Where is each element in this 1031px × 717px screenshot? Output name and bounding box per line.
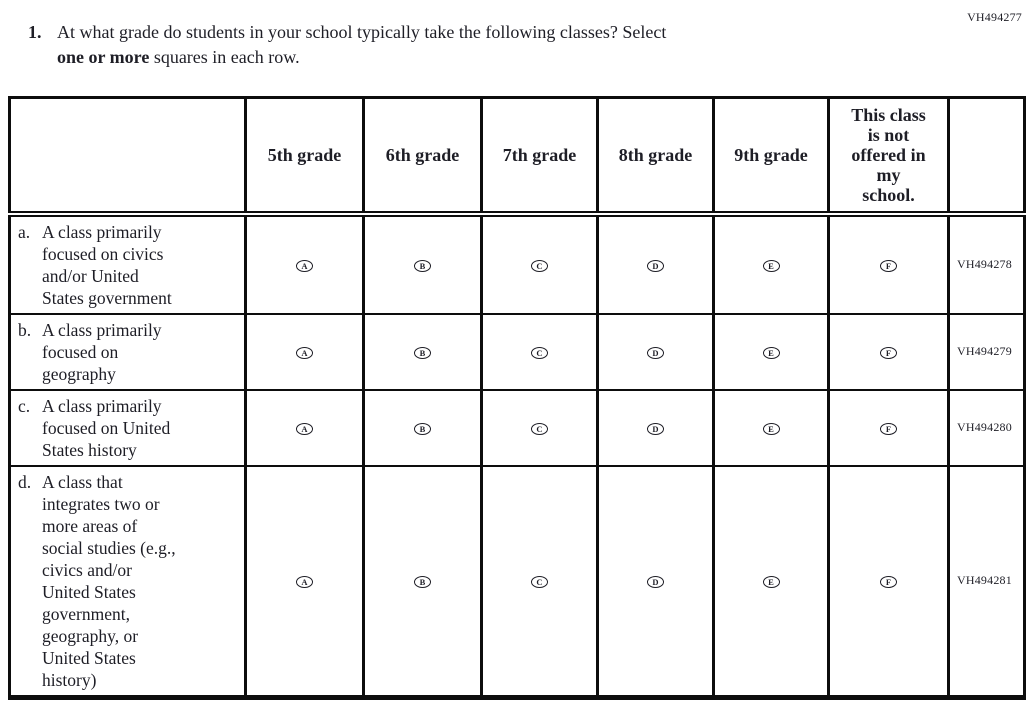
choice-cell: B: [362, 464, 483, 699]
row-label-text: A class that integrates two or more area…: [42, 471, 176, 690]
row-label: a. A class primarily focused on civics a…: [8, 212, 247, 315]
row-label: b. A class primarily focused on geograph…: [8, 312, 247, 391]
row-letter: a.: [18, 221, 31, 242]
choice-bubble-e[interactable]: E: [762, 422, 780, 435]
col-header-8th-grade: 8th grade: [596, 96, 715, 217]
choice-bubble-f[interactable]: F: [880, 346, 897, 359]
choice-cell: E: [712, 464, 830, 699]
row-code: VH494281: [947, 464, 1026, 699]
row-code: VH494280: [947, 388, 1026, 467]
choice-bubble-a[interactable]: A: [296, 422, 313, 435]
choice-cell: C: [480, 388, 599, 467]
row-letter: c.: [18, 395, 31, 416]
choice-cell: D: [596, 464, 715, 699]
choice-bubble-c[interactable]: C: [531, 259, 548, 272]
question-text-part2: squares in each row.: [149, 47, 300, 67]
choice-bubble-b[interactable]: B: [414, 576, 431, 588]
row-label-text: A class primarily focused on geography: [42, 319, 162, 384]
choice-cell: A: [244, 312, 365, 391]
choice-cell: D: [596, 212, 715, 315]
choice-bubble-f[interactable]: F: [880, 576, 897, 588]
question-block: 1. At what grade do students in your sch…: [28, 20, 908, 70]
choice-cell: E: [712, 212, 830, 315]
choice-bubble-d[interactable]: D: [647, 259, 664, 272]
choice-cell: F: [827, 388, 950, 467]
table-row-d: d. A class that integrates two or more a…: [8, 464, 1026, 699]
question-text-part1: At what grade do students in your school…: [57, 22, 667, 42]
choice-bubble-a[interactable]: A: [296, 346, 313, 359]
choice-cell: D: [596, 388, 715, 467]
row-label: d. A class that integrates two or more a…: [8, 464, 247, 699]
col-header-code-spacer: [947, 96, 1026, 217]
choice-bubble-c[interactable]: C: [531, 576, 548, 588]
question-number: 1.: [28, 22, 42, 42]
row-label-text: A class primarily focused on United Stat…: [42, 395, 171, 460]
choice-bubble-d[interactable]: D: [647, 346, 664, 359]
page-accession-code: VH494277: [967, 10, 1022, 24]
choice-cell: F: [827, 312, 950, 391]
question-text-bold: one or more: [57, 47, 150, 67]
row-code: VH494278: [947, 212, 1026, 315]
choice-bubble-e[interactable]: E: [762, 346, 780, 359]
choice-bubble-d[interactable]: D: [647, 576, 664, 588]
row-label-text: A class primarily focused on civics and/…: [42, 221, 172, 308]
choice-cell: E: [712, 388, 830, 467]
choice-bubble-a[interactable]: A: [296, 576, 313, 588]
col-header-7th-grade: 7th grade: [480, 96, 599, 217]
choice-cell: B: [362, 388, 483, 467]
header-row: 5th grade 6th grade 7th grade 8th grade …: [8, 96, 1026, 217]
choice-bubble-b[interactable]: B: [414, 259, 431, 272]
answer-grid-table: 5th grade 6th grade 7th grade 8th grade …: [8, 96, 1026, 700]
choice-bubble-b[interactable]: B: [414, 346, 431, 359]
table-row-a: a. A class primarily focused on civics a…: [8, 212, 1026, 315]
col-header-9th-grade: 9th grade: [712, 96, 830, 217]
row-letter: b.: [18, 319, 32, 340]
choice-cell: B: [362, 312, 483, 391]
col-header-5th-grade: 5th grade: [244, 96, 365, 217]
choice-cell: C: [480, 464, 599, 699]
choice-cell: B: [362, 212, 483, 315]
table-row-c: c. A class primarily focused on United S…: [8, 388, 1026, 467]
choice-cell: A: [244, 388, 365, 467]
col-header-not-offered: This class is not offered in my school.: [827, 96, 950, 217]
choice-cell: A: [244, 212, 365, 315]
col-header-blank: [8, 96, 247, 217]
choice-bubble-c[interactable]: C: [531, 346, 548, 359]
choice-cell: F: [827, 212, 950, 315]
question-text: At what grade do students in your school…: [57, 20, 666, 70]
choice-cell: C: [480, 312, 599, 391]
choice-cell: F: [827, 464, 950, 699]
choice-bubble-e[interactable]: E: [762, 259, 780, 272]
choice-bubble-b[interactable]: B: [414, 422, 431, 435]
choice-cell: E: [712, 312, 830, 391]
choice-bubble-e[interactable]: E: [762, 576, 780, 588]
choice-bubble-f[interactable]: F: [880, 422, 897, 435]
row-code: VH494279: [947, 312, 1026, 391]
choice-bubble-f[interactable]: F: [880, 259, 897, 272]
choice-cell: D: [596, 312, 715, 391]
choice-cell: A: [244, 464, 365, 699]
row-label: c. A class primarily focused on United S…: [8, 388, 247, 467]
choice-bubble-c[interactable]: C: [531, 422, 548, 435]
choice-bubble-a[interactable]: A: [296, 259, 313, 272]
row-letter: d.: [18, 471, 32, 492]
col-header-6th-grade: 6th grade: [362, 96, 483, 217]
table-row-b: b. A class primarily focused on geograph…: [8, 312, 1026, 391]
choice-cell: C: [480, 212, 599, 315]
choice-bubble-d[interactable]: D: [647, 422, 664, 435]
